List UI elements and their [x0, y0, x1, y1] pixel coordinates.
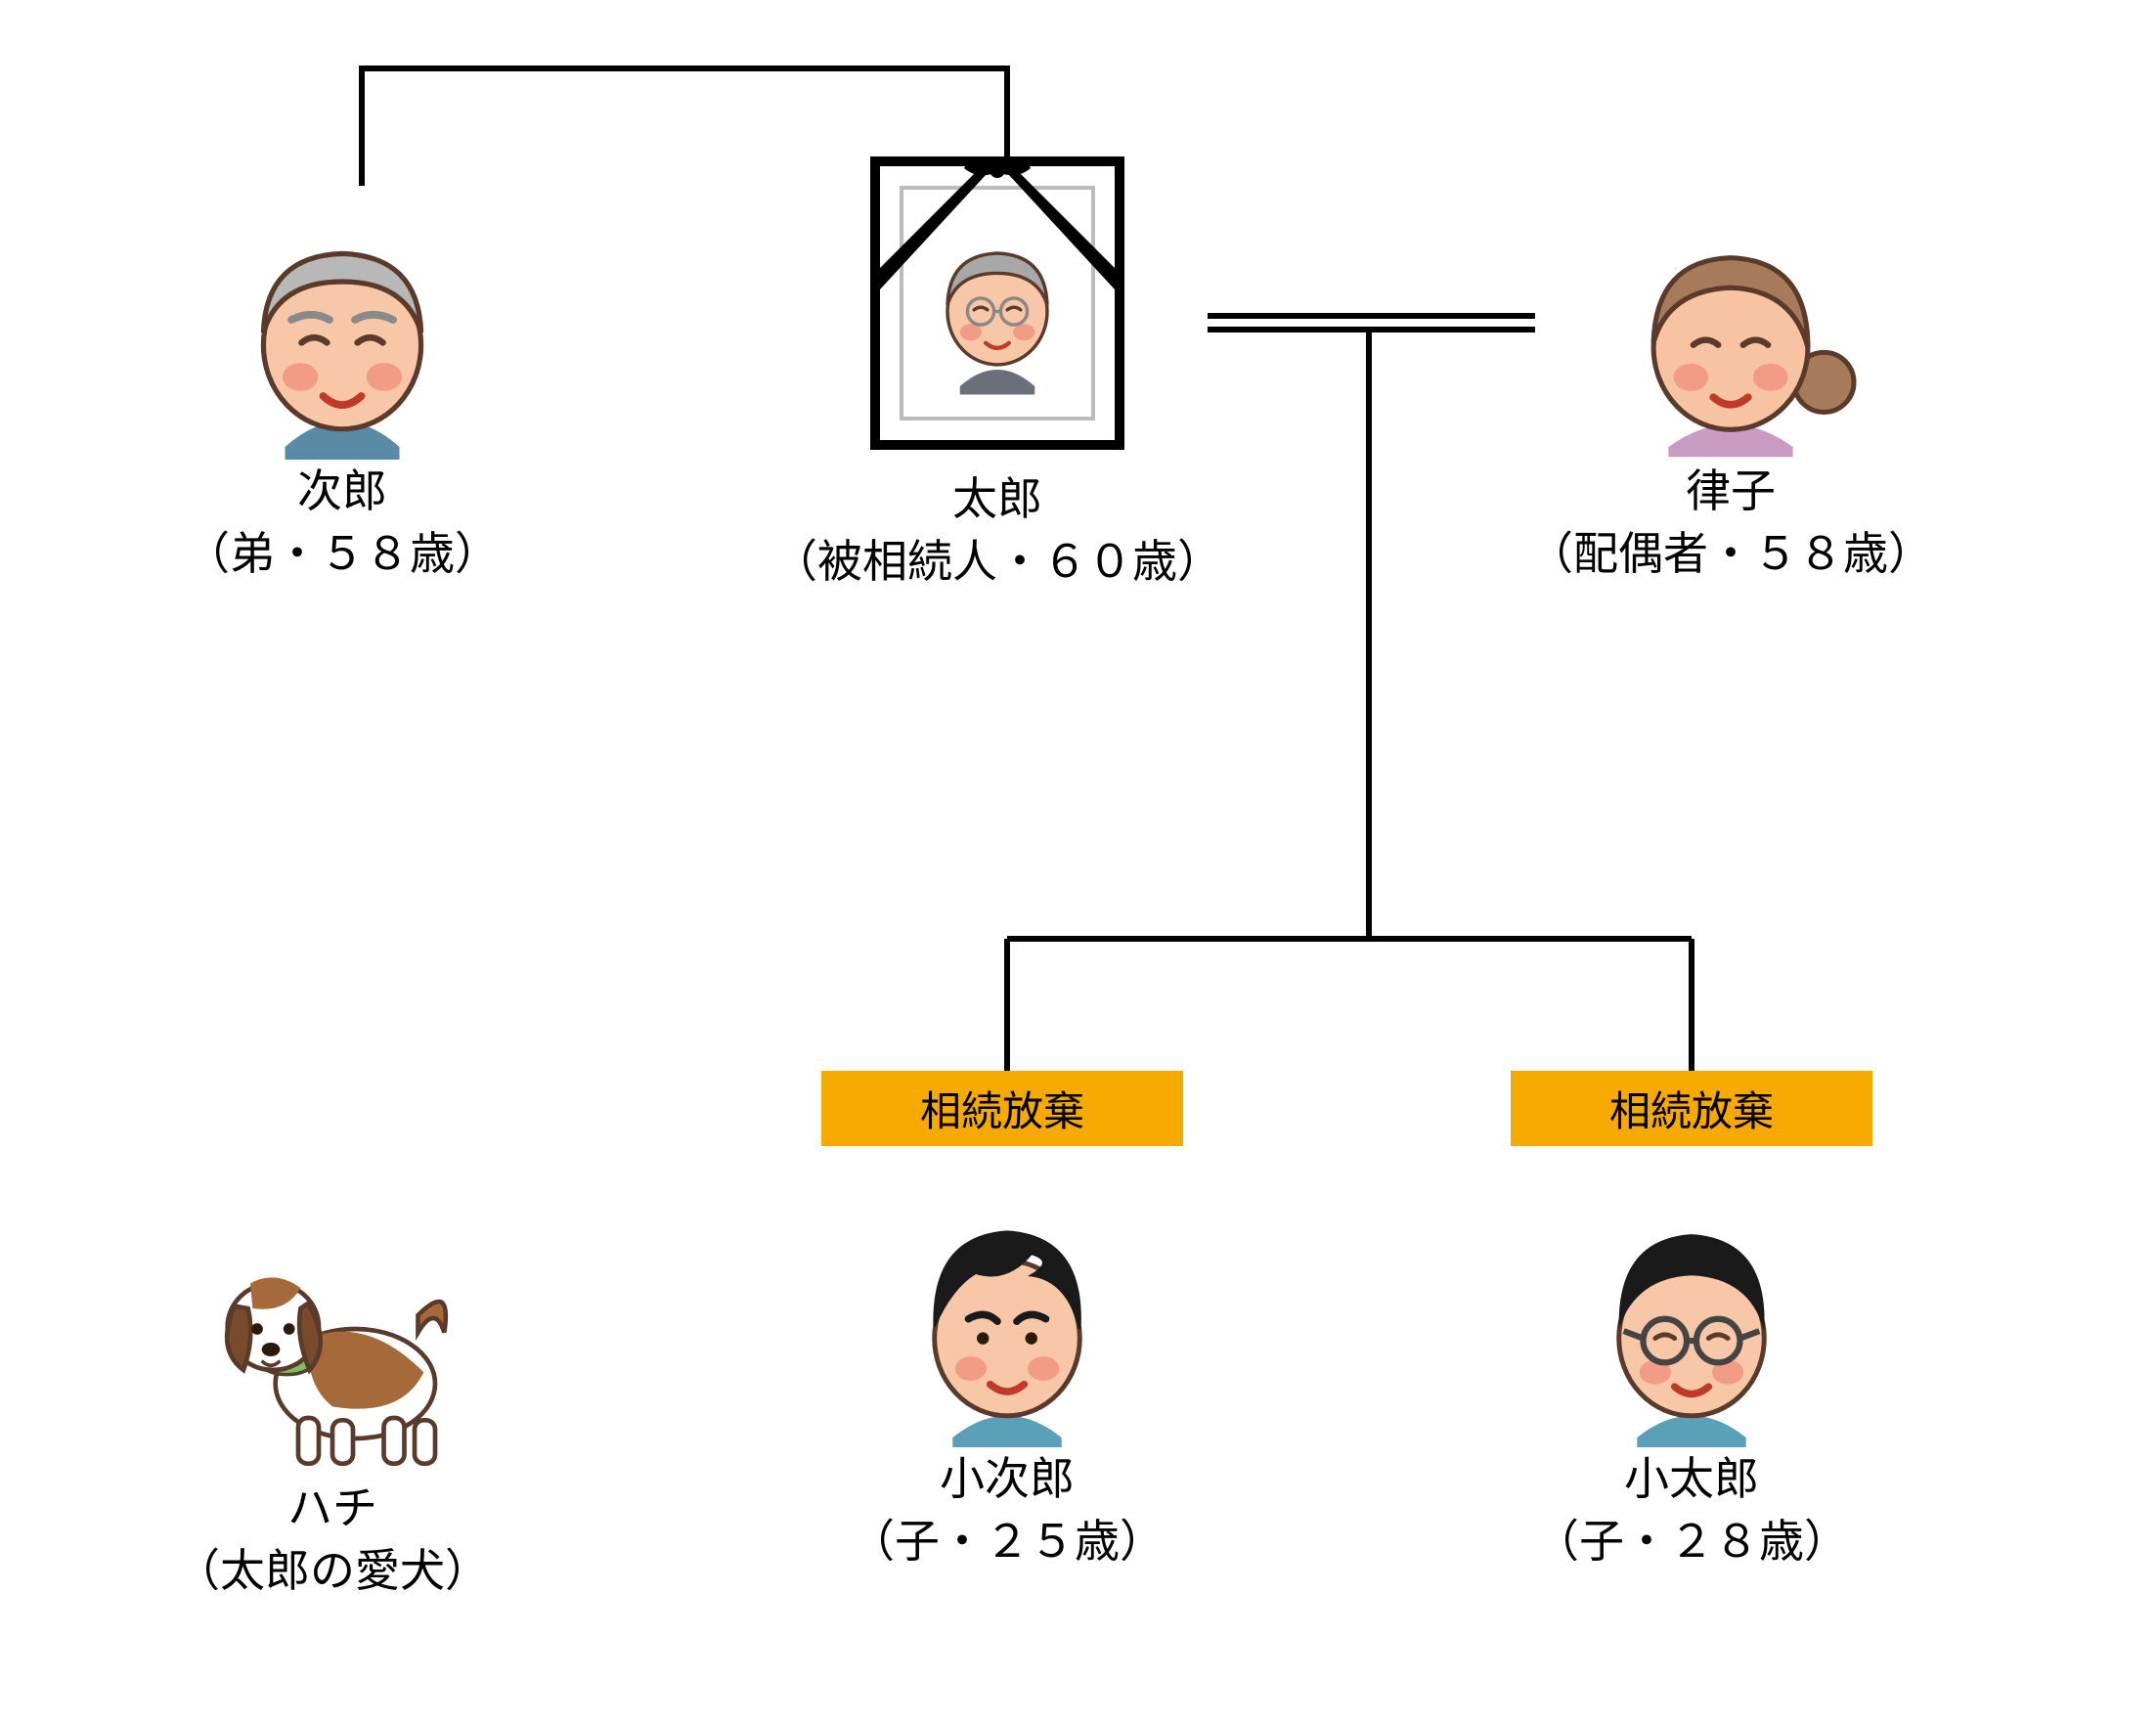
deceased-portrait-frame — [870, 156, 1124, 450]
young-man-glasses-icon — [1555, 1173, 1828, 1447]
node-jiro: 次郎 （弟・５８歳） — [166, 186, 518, 586]
hachi-subtitle: （太郎の愛犬） — [147, 1539, 518, 1602]
node-kojiro: 小次郎 （子・２５歳） — [831, 1173, 1183, 1573]
badge-kojiro: 相続放棄 — [821, 1071, 1183, 1146]
node-hachi: ハチ （太郎の愛犬） — [147, 1203, 518, 1603]
ritsuko-name: 律子 — [1525, 460, 1936, 522]
hachi-name: ハチ — [147, 1477, 518, 1539]
ritsuko-subtitle: （配偶者・５８歳） — [1525, 522, 1936, 585]
jiro-name: 次郎 — [166, 460, 518, 522]
kojiro-subtitle: （子・２５歳） — [831, 1510, 1183, 1572]
family-tree-diagram: 相続放棄 相続放棄 次郎 （弟・５８歳） — [0, 0, 2156, 1725]
elderly-woman-icon — [1594, 186, 1868, 460]
kotaro-name: 小太郎 — [1516, 1447, 1868, 1510]
badge-kotaro: 相続放棄 — [1511, 1071, 1872, 1146]
kotaro-subtitle: （子・２８歳） — [1516, 1510, 1868, 1572]
elderly-man-portrait-icon — [914, 210, 1080, 396]
taro-subtitle: （被相続人・６０歳） — [753, 530, 1242, 593]
taro-name: 太郎 — [753, 467, 1242, 530]
beagle-dog-icon — [196, 1203, 469, 1477]
node-taro: 太郎 （被相続人・６０歳） — [753, 156, 1242, 594]
node-kotaro: 小太郎 （子・２８歳） — [1516, 1173, 1868, 1573]
kojiro-name: 小次郎 — [831, 1447, 1183, 1510]
node-ritsuko: 律子 （配偶者・５８歳） — [1525, 186, 1936, 586]
jiro-subtitle: （弟・５８歳） — [166, 522, 518, 585]
elderly-man-icon — [205, 186, 479, 460]
young-man-icon — [870, 1173, 1144, 1447]
deceased-portrait-inner — [900, 186, 1095, 420]
